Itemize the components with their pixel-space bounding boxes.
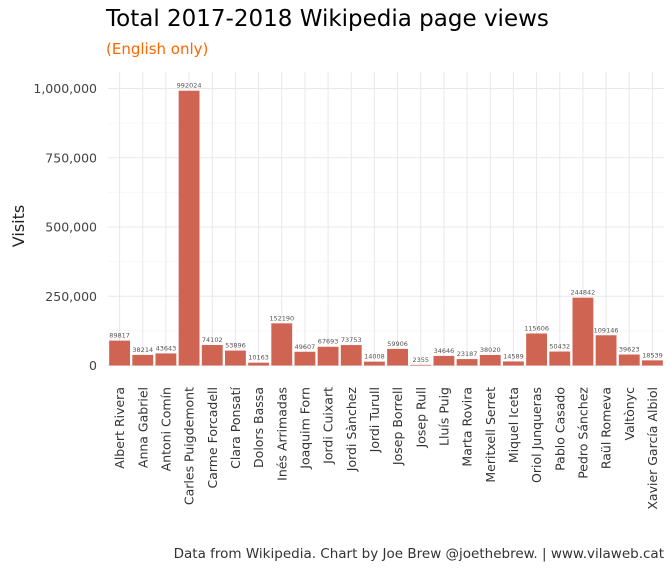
chart-caption: Data from Wikipedia. Chart by Joe Brew @…	[173, 546, 664, 562]
data-label: 89817	[109, 332, 130, 340]
bar	[294, 351, 316, 366]
y-tick-label: 0	[89, 358, 97, 373]
x-tick-label: Meritxell Serret	[483, 387, 498, 483]
bar	[387, 348, 409, 366]
x-tick-label: Lluís Puig	[436, 387, 451, 446]
x-tick-label: Carles Puigdemont	[182, 387, 197, 505]
data-label: 50432	[549, 343, 570, 351]
data-label: 14008	[364, 353, 385, 361]
bar	[433, 355, 455, 366]
bar	[109, 340, 131, 366]
x-tick-label: Xavier García Albiol	[645, 387, 660, 510]
x-tick-label: Anna Gabriel	[135, 387, 150, 468]
x-tick-label: Carme Forcadell	[205, 387, 220, 489]
bar	[224, 350, 246, 366]
data-label: 152190	[269, 314, 294, 322]
bar	[201, 344, 223, 366]
x-tick-label: Clara Ponsatí	[228, 386, 243, 468]
data-label: 49607	[295, 343, 316, 351]
data-label: 23187	[457, 350, 478, 358]
x-tick-label: Jordi Turull	[367, 387, 382, 453]
x-axis-ticks: Albert Rivera Anna Gabriel Antoni Comín Car…	[112, 386, 660, 509]
bar	[132, 354, 154, 366]
data-label: 14589	[503, 352, 524, 360]
data-label: 39623	[619, 346, 640, 354]
data-label: 10163	[248, 354, 269, 362]
chart-subtitle: (English only)	[106, 40, 209, 58]
bar	[271, 323, 293, 366]
y-axis-ticks: 0 250,000 500,000 750,000 1,000,000	[33, 81, 97, 373]
chart-title: Total 2017-2018 Wikipedia page views	[106, 6, 549, 32]
x-tick-label: Josep Borrell	[390, 387, 405, 466]
x-tick-label: Valtònyc	[622, 387, 637, 441]
bar	[410, 364, 432, 366]
data-label: 73753	[341, 336, 362, 344]
x-tick-label: Josep Rull	[413, 387, 428, 448]
bar	[572, 297, 594, 366]
bar	[248, 362, 270, 366]
data-label: 992024	[177, 82, 202, 90]
data-label: 34646	[434, 347, 455, 355]
data-label: 59906	[387, 340, 408, 348]
x-tick-label: Miquel Iceta	[506, 387, 521, 463]
x-tick-label: Inés Arrimadas	[274, 387, 289, 481]
bar	[317, 346, 339, 366]
x-tick-label: Pablo Casado	[552, 387, 567, 471]
bar	[595, 335, 617, 366]
data-label: 18539	[642, 351, 663, 359]
data-label: 115606	[524, 324, 549, 332]
x-tick-label: Dolors Bassa	[251, 387, 266, 468]
x-tick-label: Antoni Comín	[158, 387, 173, 471]
x-tick-label: Joaquim Forn	[297, 387, 312, 470]
bar	[456, 359, 478, 366]
data-label: 67693	[318, 338, 339, 346]
x-tick-label: Raül Romeva	[599, 387, 614, 469]
data-label: 2355	[412, 356, 429, 364]
bar	[178, 90, 200, 366]
data-label: 244842	[571, 289, 596, 297]
bar	[526, 333, 548, 366]
y-tick-label: 500,000	[45, 220, 97, 235]
data-label: 38020	[480, 346, 501, 354]
x-tick-label: Jordi Cuixart	[321, 387, 336, 465]
bar	[155, 353, 177, 366]
y-axis-label: Visits	[9, 205, 28, 247]
data-label: 43643	[156, 344, 177, 352]
bars	[109, 90, 663, 366]
bar	[363, 361, 385, 366]
data-label: 53896	[225, 342, 246, 350]
y-tick-label: 1,000,000	[33, 81, 97, 96]
bar	[479, 354, 501, 366]
x-tick-label: Marta Rovira	[460, 387, 475, 467]
x-tick-label: Pedro Sánchez	[575, 387, 590, 479]
data-label: 74102	[202, 336, 223, 344]
bar	[340, 345, 362, 366]
bar	[502, 361, 524, 366]
bar	[549, 351, 571, 366]
bar	[618, 354, 640, 366]
x-tick-label: Albert Rivera	[112, 387, 127, 469]
data-label: 109146	[594, 326, 619, 334]
x-tick-label: Jordi Sànchez	[344, 387, 359, 473]
data-label: 38214	[132, 346, 153, 354]
y-tick-label: 250,000	[45, 289, 97, 304]
y-tick-label: 750,000	[45, 150, 97, 165]
x-tick-label: Oriol Junqueras	[529, 387, 544, 483]
bar	[641, 360, 663, 366]
